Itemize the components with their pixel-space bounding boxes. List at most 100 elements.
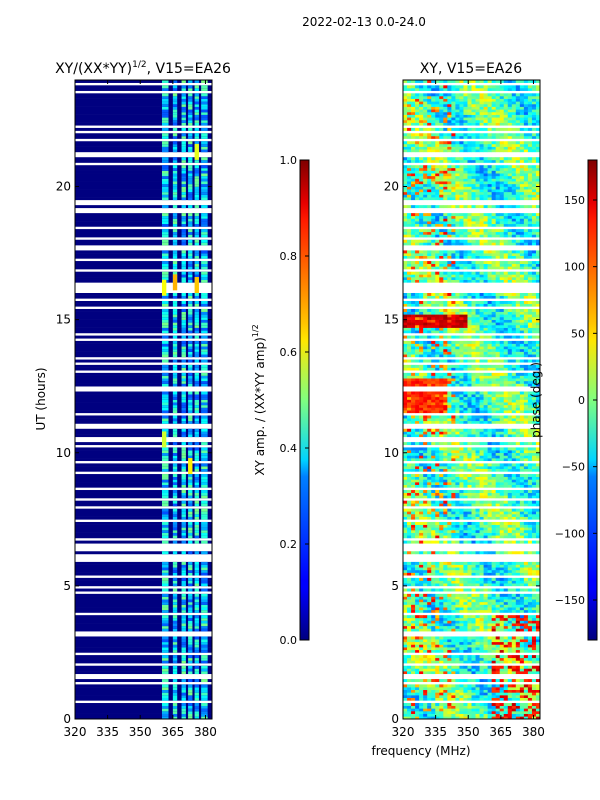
heatmap-cell [427, 375, 432, 379]
heatmap-cell [194, 668, 199, 672]
heatmap-cell [443, 394, 448, 398]
heatmap-cell [463, 657, 468, 661]
heatmap-cell [443, 628, 448, 632]
heatmap-cell [499, 391, 505, 395]
heatmap-cell [188, 98, 193, 102]
heatmap-cell [471, 689, 476, 693]
heatmap-cell [503, 668, 509, 672]
heatmap-cell [188, 303, 193, 307]
heatmap-cell [194, 181, 199, 185]
heatmap-cell [419, 601, 424, 605]
heatmap-cell [519, 364, 525, 368]
heatmap-cell [455, 599, 460, 603]
heatmap-cell [181, 679, 186, 683]
heatmap-cell [523, 511, 529, 515]
heatmap-cell [503, 580, 509, 584]
heatmap-cell [483, 484, 488, 488]
heatmap-cell [447, 490, 452, 493]
heatmap-cell [435, 364, 440, 368]
heatmap-cell [423, 511, 428, 515]
heatmap-cell [439, 410, 444, 414]
heatmap-cell [194, 205, 199, 209]
heatmap-cell [431, 348, 436, 352]
heatmap-cell [467, 495, 472, 499]
heatmap-cell [499, 380, 505, 384]
heatmap-row [75, 231, 212, 235]
heatmap-cell [181, 205, 186, 209]
heatmap-cell [471, 404, 476, 408]
heatmap-cell [471, 647, 476, 651]
heatmap-cell [172, 340, 178, 344]
heatmap-cell [531, 708, 537, 712]
heatmap-cell [435, 452, 440, 456]
heatmap-cell [172, 482, 178, 485]
heatmap-cell [415, 394, 420, 398]
heatmap-cell [423, 540, 428, 544]
heatmap-cell [467, 607, 472, 611]
heatmap-cell [419, 458, 424, 462]
heatmap-cell [439, 561, 444, 565]
heatmap-cell [459, 418, 464, 422]
heatmap-cell [495, 687, 501, 691]
heatmap-cell [423, 697, 428, 701]
heatmap-cell [475, 703, 480, 706]
heatmap-cell [475, 474, 480, 478]
heatmap-cell [443, 452, 448, 456]
heatmap-row [75, 402, 212, 406]
heatmap-cell [459, 639, 464, 643]
heatmap-cell [447, 628, 452, 632]
heatmap-cell [181, 135, 186, 139]
heatmap-cell [188, 253, 193, 257]
heatmap-cell [463, 516, 468, 520]
heatmap-cell [531, 458, 537, 462]
y-tick-label: 20 [56, 180, 71, 194]
heatmap-cell [511, 495, 517, 499]
heatmap-cell [535, 458, 540, 462]
heatmap-cell [463, 500, 468, 504]
heatmap-cell [194, 191, 199, 195]
colorbar-tick-label: 0.6 [280, 346, 298, 359]
heatmap-cell [535, 609, 540, 613]
heatmap-cell [443, 529, 448, 533]
heatmap-cell [531, 687, 537, 691]
heatmap-cell [431, 340, 436, 344]
heatmap-cell [161, 80, 169, 83]
heatmap-cell [507, 375, 513, 379]
heatmap-cell [451, 527, 456, 531]
heatmap-cell [519, 484, 525, 488]
heatmap-cell [419, 335, 424, 339]
heatmap-cell [447, 348, 452, 352]
heatmap-cell [181, 354, 186, 358]
heatmap-cell [172, 617, 178, 621]
heatmap-cell [451, 644, 456, 648]
heatmap-cell [201, 146, 208, 150]
heatmap-cell [447, 383, 452, 387]
heatmap-cell [439, 593, 444, 597]
heatmap-cell [201, 567, 208, 571]
heatmap-cell [188, 513, 193, 517]
heatmap-cell [479, 359, 484, 363]
heatmap-cell [181, 300, 186, 304]
heatmap-cell [172, 367, 178, 371]
heatmap-cell [523, 596, 529, 600]
heatmap-cell [535, 588, 540, 592]
heatmap-cell [451, 532, 456, 536]
heatmap-cell [527, 442, 533, 446]
heatmap-cell [439, 657, 444, 661]
heatmap-cell [415, 513, 420, 517]
heatmap-cell [495, 402, 501, 406]
heatmap-cell [407, 668, 412, 672]
heatmap-cell [519, 567, 525, 571]
heatmap-cell [427, 529, 432, 533]
heatmap-cell [181, 665, 186, 669]
heatmap-cell [443, 359, 448, 363]
colorbar-amplitude: 0.00.20.40.60.81.0 XY amp. / (XX*YY amp)… [251, 154, 310, 647]
heatmap-cell [487, 580, 492, 584]
heatmap-cell [515, 508, 521, 512]
heatmap-cell [181, 452, 186, 456]
heatmap-cell [455, 607, 460, 611]
heatmap-cell [467, 551, 472, 555]
heatmap-cell [467, 535, 472, 539]
heatmap-cell [415, 588, 420, 592]
heatmap-cell [455, 452, 460, 456]
